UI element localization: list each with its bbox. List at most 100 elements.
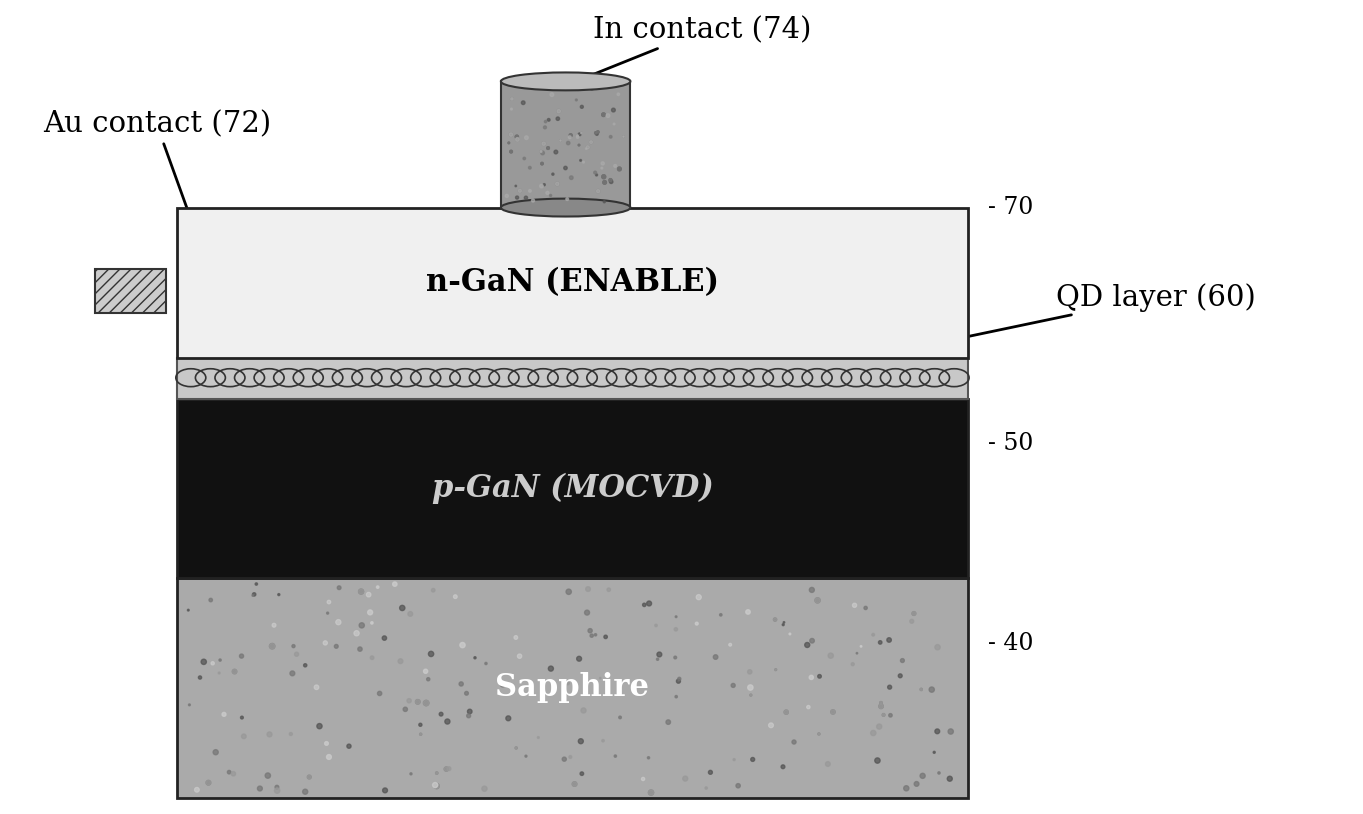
Point	[530, 145, 552, 158]
Point	[566, 129, 587, 142]
Point	[410, 728, 432, 741]
Point	[436, 715, 458, 728]
Point	[675, 772, 696, 785]
Point	[776, 706, 797, 719]
Point	[409, 718, 431, 731]
Point	[500, 145, 522, 158]
Point	[570, 154, 592, 167]
Point	[566, 129, 587, 142]
Point	[571, 767, 593, 780]
Point	[587, 185, 609, 198]
Point	[548, 105, 570, 118]
Point	[612, 130, 634, 143]
Point	[686, 617, 707, 630]
Point	[773, 618, 795, 631]
Point	[286, 648, 308, 661]
Point	[889, 669, 910, 682]
Point	[249, 782, 271, 795]
Point	[463, 651, 485, 664]
Point	[533, 137, 555, 150]
Point	[431, 707, 453, 720]
Point	[581, 136, 602, 149]
Point	[269, 588, 290, 601]
Point	[410, 728, 432, 741]
Point	[566, 94, 587, 107]
Point	[444, 590, 466, 603]
Point	[424, 778, 446, 791]
Point	[530, 145, 552, 158]
Point	[399, 607, 421, 620]
Point	[224, 665, 245, 678]
Point	[585, 126, 607, 139]
Point	[346, 627, 368, 640]
Text: - 40: - 40	[988, 632, 1033, 654]
Point	[641, 786, 662, 799]
Point	[502, 93, 523, 106]
Point	[855, 602, 876, 615]
Text: In contact (74): In contact (74)	[571, 17, 811, 85]
Point	[318, 596, 339, 609]
Point	[202, 657, 224, 670]
Point	[527, 731, 549, 744]
Point	[530, 180, 552, 193]
Point	[263, 619, 285, 632]
Point	[568, 138, 590, 151]
Bar	[95, 269, 166, 313]
Text: n-GaN (ENABLE): n-GaN (ENABLE)	[427, 267, 718, 299]
Point	[282, 640, 304, 653]
Point	[349, 642, 371, 655]
Point	[604, 160, 626, 173]
Point	[266, 781, 288, 794]
Point	[417, 672, 439, 685]
Point	[761, 719, 782, 732]
Point	[315, 637, 337, 650]
Point	[545, 146, 567, 159]
Point	[294, 786, 316, 799]
Point	[547, 177, 568, 190]
Point	[350, 585, 372, 598]
Point	[608, 163, 630, 176]
Point	[327, 615, 349, 628]
Point	[665, 690, 687, 703]
Point	[901, 615, 923, 628]
Point	[369, 687, 391, 700]
Point	[664, 651, 686, 664]
Point	[262, 640, 284, 653]
Point	[868, 720, 890, 733]
Point	[508, 184, 530, 197]
Point	[398, 694, 420, 707]
Point	[179, 698, 200, 711]
Point	[361, 651, 383, 664]
Point	[921, 683, 943, 696]
Point	[641, 786, 662, 799]
Point	[808, 728, 830, 741]
Point	[600, 130, 622, 143]
Point	[346, 627, 368, 640]
Point	[604, 750, 626, 763]
Point	[507, 133, 529, 146]
Point	[390, 654, 412, 667]
Point	[587, 125, 609, 138]
Point	[665, 623, 687, 636]
Point	[728, 779, 750, 792]
Point	[761, 719, 782, 732]
Point	[496, 190, 518, 203]
Point	[581, 629, 602, 642]
Point	[807, 594, 829, 607]
Point	[213, 708, 234, 721]
Point	[549, 134, 571, 147]
Point	[401, 768, 423, 781]
Point	[305, 681, 327, 694]
Point	[668, 672, 690, 685]
Point	[532, 157, 553, 170]
Point	[547, 112, 568, 125]
Point	[384, 578, 406, 591]
Point	[927, 724, 949, 737]
Point	[508, 650, 530, 663]
Point	[540, 189, 562, 202]
Point	[507, 133, 529, 146]
Point	[668, 675, 690, 688]
Point	[525, 81, 547, 94]
Point	[500, 145, 522, 158]
Point	[586, 128, 608, 141]
